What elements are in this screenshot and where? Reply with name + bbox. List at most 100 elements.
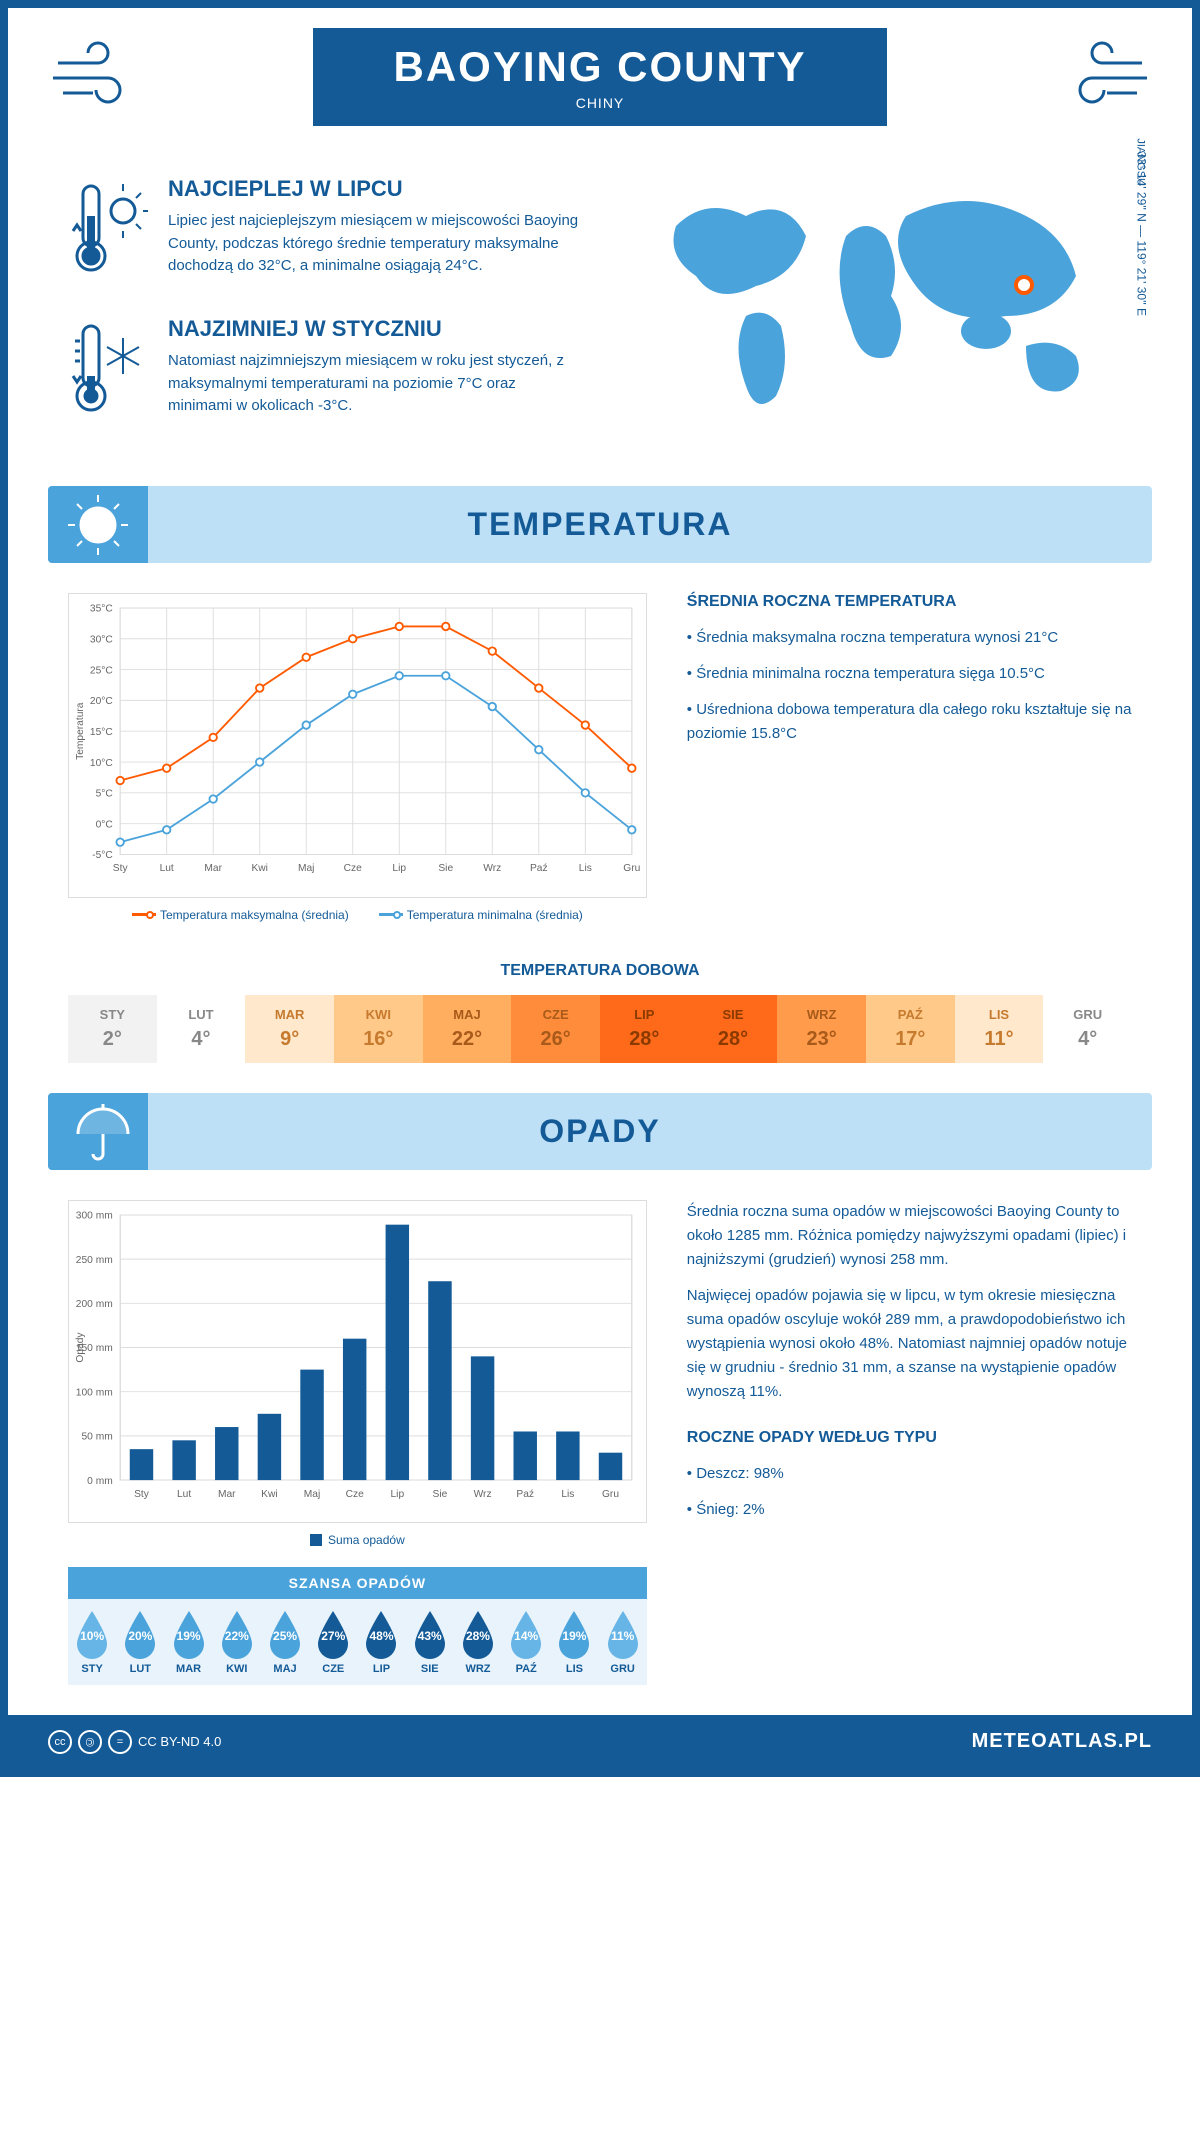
svg-text:Kwi: Kwi [251, 863, 267, 874]
temp-stat-item: Uśredniona dobowa temperatura dla całego… [687, 698, 1132, 746]
daily-temp-cell: LIS11° [955, 995, 1044, 1063]
precipitation-content: 0 mm50 mm100 mm150 mm200 mm250 mm300 mmS… [8, 1170, 1192, 1715]
daily-temp-title: TEMPERATURA DOBOWA [68, 962, 1132, 980]
svg-text:Opady: Opady [75, 1331, 86, 1362]
svg-text:Paź: Paź [516, 1489, 534, 1500]
svg-text:10°C: 10°C [90, 758, 113, 769]
svg-text:Wrz: Wrz [474, 1489, 492, 1500]
rain-chance-cell: 27%CZE [309, 1609, 357, 1675]
rain-chance-cell: 14%PAŹ [502, 1609, 550, 1675]
by-icon: 🄯 [78, 1730, 102, 1754]
footer-brand: METEOATLAS.PL [972, 1730, 1152, 1753]
coldest-block: NAJZIMNIEJ W STYCZNIU Natomiast najzimni… [68, 316, 580, 431]
precipitation-title: OPADY [68, 1113, 1132, 1150]
svg-text:250 mm: 250 mm [76, 1255, 113, 1266]
svg-text:Paź: Paź [530, 863, 548, 874]
rain-chance-cell: 11%GRU [599, 1609, 647, 1675]
svg-text:Mar: Mar [204, 863, 222, 874]
precip-type-list: Deszcz: 98%Śnieg: 2% [687, 1462, 1132, 1522]
temperature-content: -5°C0°C5°C10°C15°C20°C25°C30°C35°CStyLut… [8, 563, 1192, 952]
legend-item: Suma opadów [310, 1533, 405, 1547]
svg-text:Lut: Lut [177, 1489, 191, 1500]
temp-stat-item: Średnia minimalna roczna temperatura się… [687, 662, 1132, 686]
coldest-title: NAJZIMNIEJ W STYCZNIU [168, 316, 580, 342]
daily-temp-cell: KWI16° [334, 995, 423, 1063]
svg-text:Kwi: Kwi [261, 1489, 277, 1500]
hottest-block: NAJCIEPLEJ W LIPCU Lipiec jest najcieple… [68, 176, 580, 291]
svg-text:300 mm: 300 mm [76, 1210, 113, 1221]
precip-type-title: ROCZNE OPADY WEDŁUG TYPU [687, 1429, 1132, 1447]
svg-text:Sty: Sty [113, 863, 129, 874]
temperature-title: TEMPERATURA [68, 506, 1132, 543]
rain-chance-cell: 48%LIP [357, 1609, 405, 1675]
coldest-text: Natomiast najzimniejszym miesiącem w rok… [168, 350, 580, 418]
rain-chance-cell: 19%MAR [164, 1609, 212, 1675]
rain-chance-cell: 28%WRZ [454, 1609, 502, 1675]
svg-text:Maj: Maj [298, 863, 314, 874]
precipitation-legend: Suma opadów [68, 1533, 647, 1547]
temperature-header: TEMPERATURA [48, 486, 1152, 563]
title-banner: BAOYING COUNTY CHINY [313, 28, 886, 126]
rain-chance-cell: 43%SIE [406, 1609, 454, 1675]
rain-chance-cell: 20%LUT [116, 1609, 164, 1675]
page-title: BAOYING COUNTY [393, 43, 806, 91]
rain-chance-cell: 25%MAJ [261, 1609, 309, 1675]
daily-temp-cell: STY2° [68, 995, 157, 1063]
precipitation-header: OPADY [48, 1093, 1152, 1170]
svg-text:Sty: Sty [134, 1489, 150, 1500]
daily-temp-cell: CZE26° [511, 995, 600, 1063]
location-marker [1014, 275, 1034, 295]
hottest-text: Lipiec jest najcieplejszym miesiącem w m… [168, 210, 580, 278]
coordinates: 33° 14' 29'' N — 119° 21' 30'' E [1135, 151, 1149, 316]
svg-text:Sie: Sie [438, 863, 453, 874]
rain-chance-grid: 10%STY20%LUT19%MAR22%KWI25%MAJ27%CZE48%L… [68, 1599, 647, 1685]
precipitation-bar-chart: 0 mm50 mm100 mm150 mm200 mm250 mm300 mmS… [68, 1200, 647, 1523]
rain-chance-cell: 10%STY [68, 1609, 116, 1675]
svg-text:Mar: Mar [218, 1489, 236, 1500]
rain-chance-cell: 19%LIS [550, 1609, 598, 1675]
svg-text:35°C: 35°C [90, 604, 113, 615]
svg-text:15°C: 15°C [90, 727, 113, 738]
temp-stats-list: Średnia maksymalna roczna temperatura wy… [687, 626, 1132, 746]
license-text: CC BY-ND 4.0 [138, 1734, 221, 1749]
svg-text:Gru: Gru [602, 1489, 619, 1500]
svg-text:Gru: Gru [623, 863, 640, 874]
svg-text:50 mm: 50 mm [81, 1431, 112, 1442]
svg-text:30°C: 30°C [90, 634, 113, 645]
umbrella-icon [48, 1093, 148, 1170]
precip-text-2: Najwięcej opadów pojawia się w lipcu, w … [687, 1284, 1132, 1404]
svg-text:Cze: Cze [344, 863, 362, 874]
daily-temp-cell: LIP28° [600, 995, 689, 1063]
daily-temp-cell: SIE28° [689, 995, 778, 1063]
daily-temp-cell: PAŹ17° [866, 995, 955, 1063]
svg-text:Lis: Lis [561, 1489, 574, 1500]
intro-section: NAJCIEPLEJ W LIPCU Lipiec jest najcieple… [8, 156, 1192, 486]
license-block: cc 🄯 = CC BY-ND 4.0 [48, 1730, 221, 1754]
daily-temp-grid: STY2°LUT4°MAR9°KWI16°MAJ22°CZE26°LIP28°S… [68, 995, 1132, 1063]
daily-temp-cell: WRZ23° [777, 995, 866, 1063]
svg-text:0°C: 0°C [96, 819, 113, 830]
temp-stats-title: ŚREDNIA ROCZNA TEMPERATURA [687, 593, 1132, 611]
sun-icon [48, 486, 148, 563]
svg-text:Sie: Sie [433, 1489, 448, 1500]
svg-text:Temperatura: Temperatura [75, 702, 86, 760]
daily-temp-cell: GRU4° [1043, 995, 1132, 1063]
wind-icon [1062, 38, 1152, 122]
svg-text:Lip: Lip [392, 863, 406, 874]
daily-temp-cell: MAR9° [245, 995, 334, 1063]
daily-temp-cell: MAJ22° [423, 995, 512, 1063]
thermometer-cold-icon [68, 316, 148, 431]
page-subtitle: CHINY [393, 95, 806, 111]
rain-chance: SZANSA OPADÓW 10%STY20%LUT19%MAR22%KWI25… [68, 1567, 647, 1685]
svg-text:Lut: Lut [160, 863, 174, 874]
hottest-title: NAJCIEPLEJ W LIPCU [168, 176, 580, 202]
thermometer-hot-icon [68, 176, 148, 291]
svg-text:Cze: Cze [346, 1489, 364, 1500]
rain-chance-cell: 22%KWI [213, 1609, 261, 1675]
rain-chance-title: SZANSA OPADÓW [68, 1567, 647, 1599]
page-footer: cc 🄯 = CC BY-ND 4.0 METEOATLAS.PL [8, 1715, 1192, 1769]
legend-item: Temperatura minimalna (średnia) [379, 908, 583, 922]
svg-text:Lis: Lis [579, 863, 592, 874]
precip-type-item: Śnieg: 2% [687, 1498, 1132, 1522]
precip-text-1: Średnia roczna suma opadów w miejscowośc… [687, 1200, 1132, 1272]
